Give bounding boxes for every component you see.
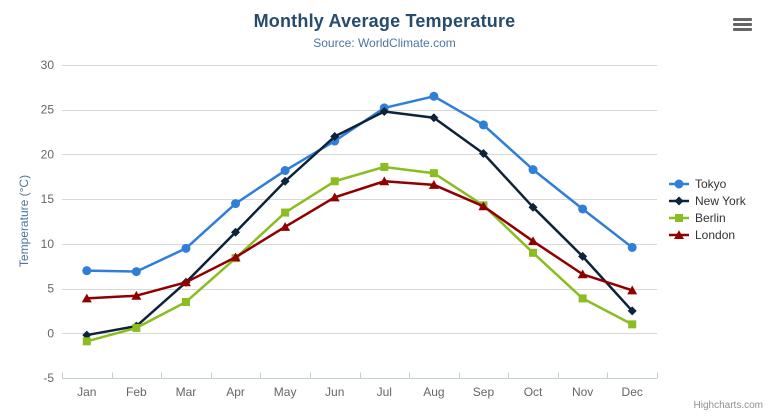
point-london-apr[interactable] bbox=[230, 252, 241, 262]
point-tokyo-oct[interactable] bbox=[528, 165, 538, 175]
point-new-york-nov[interactable] bbox=[578, 251, 588, 261]
legend-item-tokyo[interactable]: Tokyo bbox=[668, 176, 746, 191]
point-new-york-apr[interactable] bbox=[231, 227, 241, 237]
point-berlin-feb[interactable] bbox=[132, 323, 141, 332]
y-axis-label: 25 bbox=[41, 103, 55, 117]
series-line-tokyo[interactable] bbox=[85, 95, 634, 273]
x-axis-label: Feb bbox=[126, 385, 147, 399]
point-berlin-jun[interactable] bbox=[330, 177, 339, 186]
point-new-york-oct[interactable] bbox=[528, 202, 538, 212]
point-berlin-jan[interactable] bbox=[82, 337, 91, 346]
point-london-jun[interactable] bbox=[329, 192, 340, 202]
point-new-york-jun[interactable] bbox=[330, 132, 340, 142]
point-london-mar[interactable] bbox=[180, 277, 191, 287]
point-new-york-may[interactable] bbox=[280, 176, 290, 186]
x-axis-label: Oct bbox=[524, 385, 543, 399]
chart-subtitle: Source: WorldClimate.com bbox=[313, 36, 456, 50]
point-london-may[interactable] bbox=[280, 222, 291, 231]
export-menu-button[interactable] bbox=[731, 14, 757, 34]
series-line-new-york[interactable] bbox=[85, 110, 634, 337]
point-tokyo-sep[interactable] bbox=[478, 120, 488, 130]
point-london-feb[interactable] bbox=[131, 290, 142, 300]
x-axis-label: Jul bbox=[377, 385, 392, 399]
point-new-york-aug[interactable] bbox=[429, 113, 439, 123]
legend-item-label: Tokyo bbox=[695, 176, 727, 191]
credits-link[interactable]: Highcharts.com bbox=[693, 400, 763, 411]
legend-marker-london-icon bbox=[669, 229, 689, 239]
legend-marker-berlin-icon bbox=[669, 213, 689, 222]
legend-item-label: Berlin bbox=[695, 210, 726, 225]
point-new-york-sep[interactable] bbox=[478, 149, 488, 159]
point-tokyo-may[interactable] bbox=[280, 166, 290, 176]
point-tokyo-nov[interactable] bbox=[578, 204, 588, 214]
y-axis-label: 10 bbox=[41, 237, 55, 251]
point-berlin-nov[interactable] bbox=[578, 294, 587, 303]
point-tokyo-mar[interactable] bbox=[181, 243, 191, 253]
point-london-nov[interactable] bbox=[577, 269, 588, 279]
x-axis-label: Sep bbox=[473, 385, 495, 399]
point-berlin-mar[interactable] bbox=[181, 297, 190, 306]
legend-item-label: London bbox=[695, 227, 736, 242]
point-london-sep[interactable] bbox=[478, 201, 489, 211]
legend-item-new-york[interactable]: New York bbox=[668, 193, 746, 208]
x-axis-label: Mar bbox=[176, 385, 197, 399]
point-berlin-dec[interactable] bbox=[628, 320, 637, 329]
series-line-berlin[interactable] bbox=[85, 165, 634, 343]
legend-item-london[interactable]: London bbox=[668, 227, 746, 242]
point-tokyo-dec[interactable] bbox=[627, 242, 637, 252]
x-axis-label: Aug bbox=[423, 385, 444, 399]
point-london-aug[interactable] bbox=[428, 180, 439, 189]
point-london-dec[interactable] bbox=[627, 285, 638, 295]
point-berlin-jul[interactable] bbox=[380, 162, 389, 171]
x-axis-label: Nov bbox=[572, 385, 593, 399]
point-london-jul[interactable] bbox=[379, 176, 390, 186]
legend-item-berlin[interactable]: Berlin bbox=[668, 210, 746, 225]
series-line-london[interactable] bbox=[85, 180, 634, 300]
y-axis-label: -5 bbox=[43, 371, 54, 385]
y-axis-label: 0 bbox=[47, 326, 54, 340]
legend-marker-tokyo-icon bbox=[669, 179, 689, 188]
y-axis-label: 15 bbox=[41, 192, 55, 206]
x-axis-label: Dec bbox=[622, 385, 643, 399]
y-axis-title: Temperature (°C) bbox=[17, 175, 31, 267]
point-new-york-jul[interactable] bbox=[379, 107, 389, 117]
y-axis-label: 30 bbox=[41, 58, 55, 72]
legend-item-label: New York bbox=[695, 193, 746, 208]
point-berlin-aug[interactable] bbox=[429, 169, 438, 178]
point-london-oct[interactable] bbox=[528, 236, 539, 246]
chart-title: Monthly Average Temperature bbox=[253, 11, 516, 31]
hamburger-menu-icon bbox=[733, 17, 755, 31]
point-tokyo-apr[interactable] bbox=[231, 199, 241, 209]
point-new-york-jan[interactable] bbox=[82, 330, 92, 340]
legend: Tokyo New York Berlin London bbox=[668, 176, 746, 242]
y-axis-label: 20 bbox=[41, 147, 55, 161]
x-axis-label: Apr bbox=[226, 385, 245, 399]
point-tokyo-aug[interactable] bbox=[429, 91, 439, 101]
x-axis-label: May bbox=[274, 385, 297, 399]
legend-marker-new-york-icon bbox=[669, 196, 689, 205]
x-axis-label: Jun bbox=[325, 385, 344, 399]
point-london-jan[interactable] bbox=[81, 293, 92, 303]
point-berlin-may[interactable] bbox=[281, 208, 290, 217]
point-tokyo-feb[interactable] bbox=[131, 267, 141, 277]
x-axis-label: Jan bbox=[77, 385, 96, 399]
point-berlin-oct[interactable] bbox=[529, 248, 538, 257]
point-new-york-dec[interactable] bbox=[627, 306, 637, 316]
y-axis-label: 5 bbox=[47, 282, 54, 296]
point-tokyo-jan[interactable] bbox=[82, 266, 92, 276]
